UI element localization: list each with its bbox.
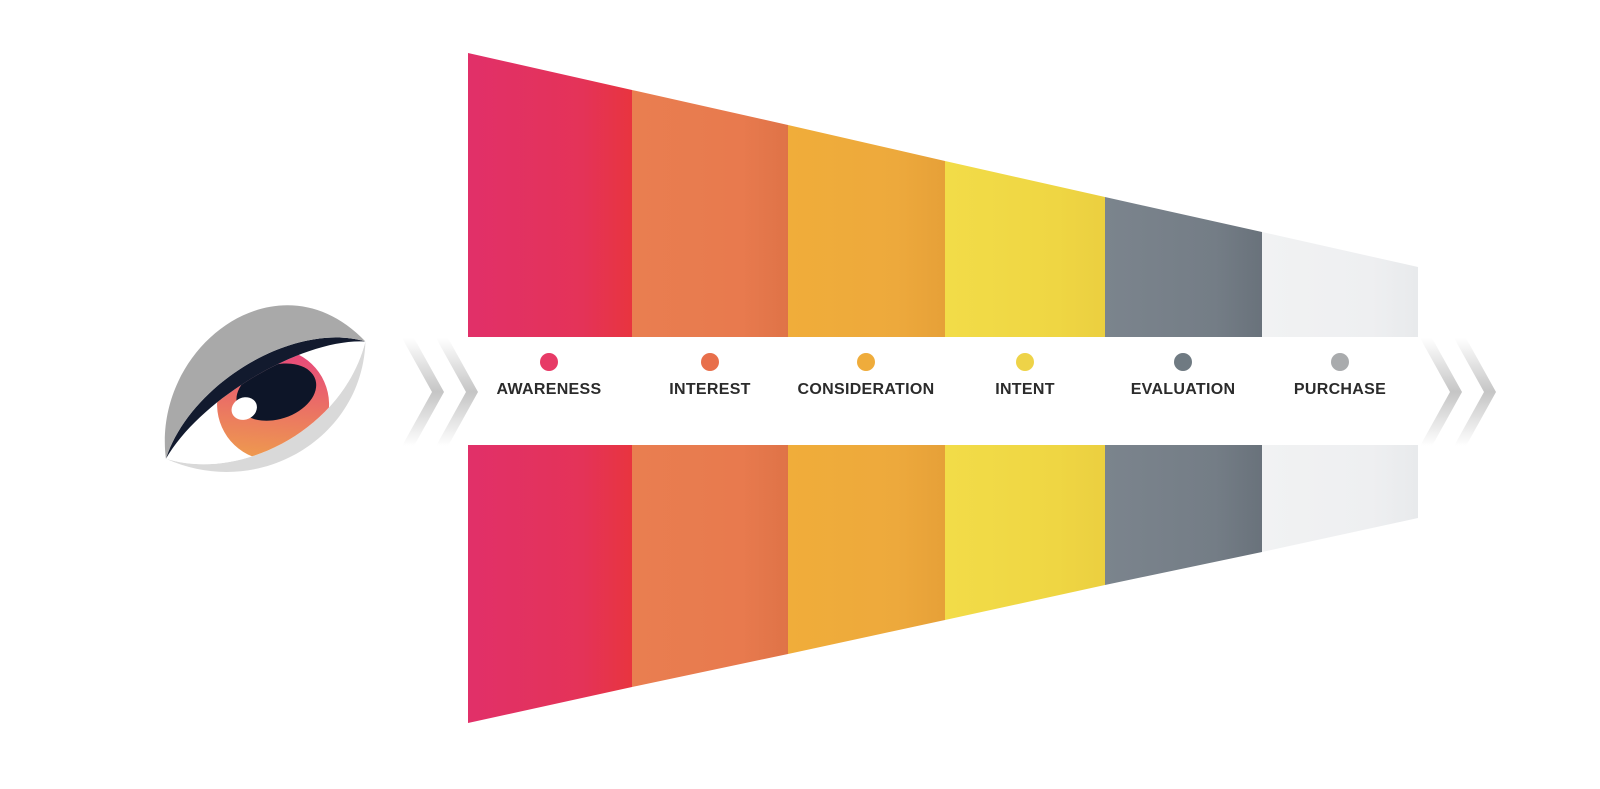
stage-dot-purchase bbox=[1331, 353, 1349, 371]
stage-label-evaluation: EVALUATION bbox=[1130, 381, 1236, 398]
stage-dot-awareness bbox=[540, 353, 558, 371]
stage-label-interest: INTEREST bbox=[669, 381, 751, 398]
chevron-right-icon bbox=[402, 338, 444, 446]
stage-dot-evaluation bbox=[1174, 353, 1192, 371]
stage-label-consideration: CONSIDERATION bbox=[797, 381, 935, 398]
eye-liner bbox=[165, 337, 366, 459]
stage-dot-consideration bbox=[857, 353, 875, 371]
chevron-right-icon bbox=[1454, 338, 1496, 446]
eye-lower-lid bbox=[165, 341, 366, 472]
eye-upper-lid bbox=[164, 305, 366, 459]
stage-dots bbox=[540, 353, 1349, 371]
stage-label-intent: INTENT bbox=[995, 381, 1055, 398]
left-chevrons bbox=[402, 338, 478, 446]
right-chevrons bbox=[1420, 338, 1496, 446]
eye-icon bbox=[164, 305, 366, 472]
eye-highlight bbox=[231, 397, 257, 420]
stage-label-purchase: PURCHASE bbox=[1293, 381, 1387, 398]
chevron-right-icon bbox=[1420, 338, 1462, 446]
funnel-axis-band bbox=[385, 337, 1500, 445]
stage-dot-intent bbox=[1016, 353, 1034, 371]
stage-label-awareness: AWARENESS bbox=[496, 381, 602, 398]
stage-dot-interest bbox=[701, 353, 719, 371]
chevron-right-icon bbox=[436, 338, 478, 446]
